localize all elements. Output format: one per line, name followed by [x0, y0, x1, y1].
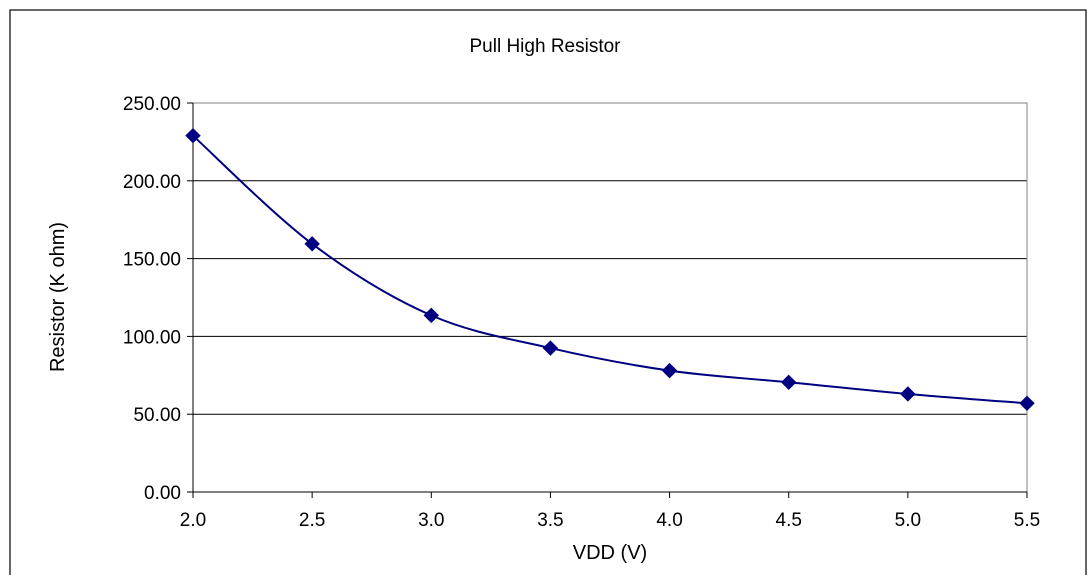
data-point-marker: [900, 386, 916, 402]
y-tick-label: 0.00: [144, 483, 181, 504]
x-tick-label: 5.0: [895, 510, 921, 531]
x-tick-label: 2.0: [180, 510, 206, 531]
x-tick-label: 4.5: [776, 510, 802, 531]
y-tick-label: 200.00: [123, 172, 181, 193]
x-tick-label: 4.0: [656, 510, 682, 531]
series-layer: [185, 127, 1035, 412]
chart-title: Pull High Resistor: [470, 36, 622, 57]
data-point-marker: [185, 127, 201, 144]
y-tick-label: 250.00: [123, 94, 181, 115]
data-point-marker: [1019, 395, 1035, 412]
x-tick-label: 2.5: [299, 510, 325, 531]
data-point-marker: [304, 236, 320, 252]
x-tick-label: 5.5: [1014, 510, 1040, 531]
x-tick-label: 3.0: [418, 510, 444, 531]
y-tick-label: 100.00: [123, 327, 181, 348]
data-point-marker: [781, 374, 797, 391]
y-tick-label: 50.00: [133, 405, 181, 426]
chart-border: [9, 9, 1087, 580]
data-point-marker: [423, 307, 439, 324]
x-axis-title: VDD (V): [573, 542, 647, 564]
x-tick-label: 3.5: [537, 510, 563, 531]
axis-ticks: 0.00 50.00 100.00 150.00 200.00 250.00 2.0 2.5 3…: [123, 94, 1040, 531]
y-tick-label: 150.00: [123, 250, 181, 271]
data-point-marker: [542, 340, 559, 356]
y-axis-title: Resistor (K ohm): [47, 222, 69, 372]
data-point-marker: [661, 362, 678, 379]
